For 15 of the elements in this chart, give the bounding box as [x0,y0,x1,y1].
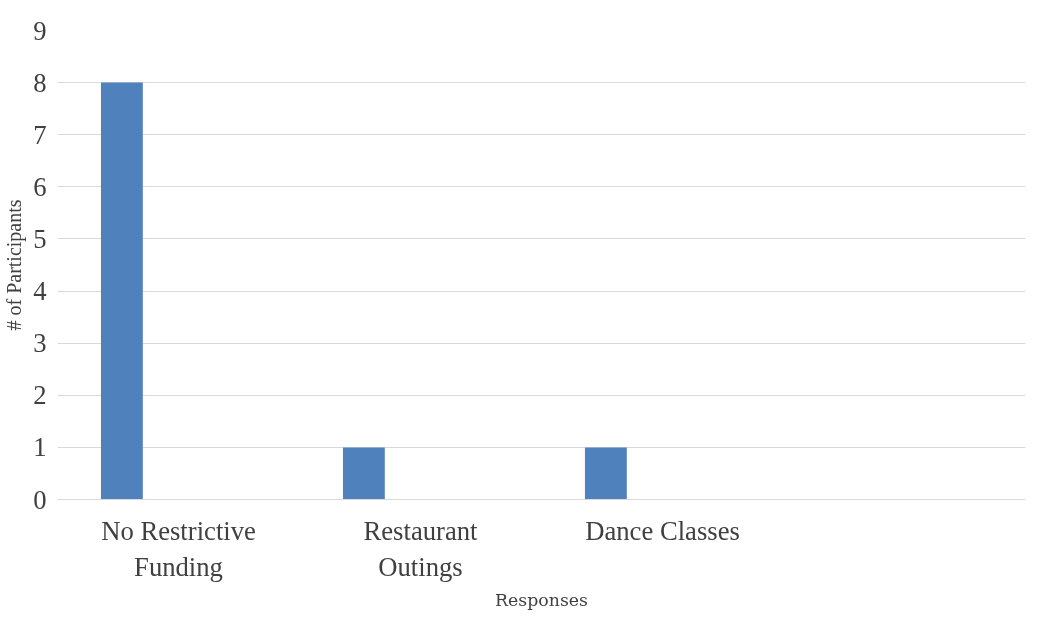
y-tick-label: 5 [33,223,47,254]
x-tick-label: No Restrictive Funding [101,515,256,582]
y-tick-label: 3 [33,328,47,359]
y-tick-label: 0 [33,484,47,515]
y-tick-label: 4 [33,276,47,307]
y-axis-title: # of Participants [3,199,27,331]
y-tick-label: 2 [33,380,47,411]
y-tick-label: 9 [33,15,47,46]
x-axis-title: Responses [495,589,588,610]
x-tick-label: Dance Classes [585,515,740,546]
y-tick-label: 8 [33,67,47,98]
y-tick-label: 1 [33,432,47,463]
y-tick-label: 6 [33,171,47,202]
y-tick-label: 7 [33,119,47,150]
x-tick-label: Restaurant Outings [363,515,479,582]
